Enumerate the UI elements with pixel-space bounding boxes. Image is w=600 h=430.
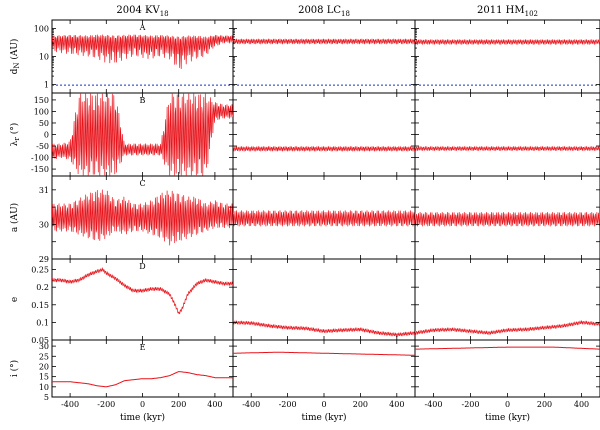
y-tick-label: 29 bbox=[39, 255, 49, 264]
x-axis-label: time (kyr) bbox=[301, 412, 346, 423]
series-c-2 bbox=[233, 210, 415, 227]
x-tick-label: 400 bbox=[389, 400, 404, 409]
x-tick-label: 0 bbox=[505, 400, 510, 409]
y-tick-label: 30 bbox=[39, 342, 49, 351]
series-line bbox=[233, 210, 415, 227]
panel-letter-b: B bbox=[140, 96, 146, 105]
series-line bbox=[415, 146, 600, 151]
y-axis-label-e: i (°) bbox=[9, 360, 20, 377]
y-tick-label: -100 bbox=[31, 154, 49, 163]
y-axis-label-b: λr (°) bbox=[9, 123, 21, 146]
series-line bbox=[233, 146, 415, 152]
column-title-1: 2004 KV18 bbox=[116, 5, 168, 18]
series-line bbox=[52, 189, 233, 246]
x-tick-label: 0 bbox=[321, 400, 326, 409]
y-tick-label: 20 bbox=[39, 362, 49, 371]
y-tick-label: 50 bbox=[39, 119, 49, 128]
series-a-3 bbox=[415, 39, 600, 45]
series-b-2 bbox=[233, 146, 415, 152]
series-d-2 bbox=[233, 320, 415, 337]
series-a-1 bbox=[52, 34, 233, 70]
series-e-2 bbox=[233, 351, 415, 356]
x-tick-label: 0 bbox=[140, 400, 145, 409]
x-axis-label: time (kyr) bbox=[485, 412, 530, 423]
column-title-3: 2011 HM102 bbox=[477, 5, 538, 18]
x-axis-label: time (kyr) bbox=[120, 412, 165, 423]
y-tick-label: 31 bbox=[39, 186, 49, 195]
y-tick-label: 30 bbox=[39, 220, 49, 229]
y-tick-label: 1 bbox=[44, 81, 49, 90]
y-tick-label: 100 bbox=[34, 24, 49, 33]
y-tick-label: 0.15 bbox=[31, 301, 49, 310]
y-tick-label: 150 bbox=[34, 96, 49, 105]
y-tick-label: 0 bbox=[44, 131, 49, 140]
series-b-1 bbox=[52, 93, 233, 176]
panel-letter-d: D bbox=[139, 262, 145, 271]
series-e-3 bbox=[415, 346, 600, 350]
x-tick-label: 400 bbox=[207, 400, 222, 409]
y-tick-label: 10 bbox=[39, 53, 49, 62]
panel-frames bbox=[51, 19, 600, 398]
series-d-1 bbox=[52, 267, 233, 315]
series-line bbox=[415, 211, 600, 227]
y-tick-label: 5 bbox=[44, 393, 49, 402]
series-line bbox=[415, 39, 600, 45]
x-tick-label: -200 bbox=[97, 400, 115, 409]
y-tick-label: 0.05 bbox=[31, 336, 49, 345]
panel-letter-a: A bbox=[139, 23, 146, 32]
series-line bbox=[52, 93, 233, 176]
column-title-2: 2008 LC18 bbox=[298, 5, 350, 18]
x-tick-label: -400 bbox=[425, 400, 443, 409]
y-tick-label: 0.25 bbox=[31, 266, 49, 275]
x-tick-label: -400 bbox=[242, 400, 260, 409]
series-line bbox=[52, 267, 233, 315]
series-line bbox=[233, 320, 415, 337]
series-line bbox=[52, 34, 233, 70]
series-line bbox=[233, 38, 415, 45]
series-b-3 bbox=[415, 146, 600, 151]
axes-ticks: 110100-150-100-500501001502930310.050.10… bbox=[31, 19, 600, 409]
series-a-2 bbox=[233, 38, 415, 45]
y-tick-label: -50 bbox=[36, 142, 49, 151]
x-tick-label: -200 bbox=[462, 400, 480, 409]
y-tick-label: 10 bbox=[39, 383, 49, 392]
series-line bbox=[52, 371, 233, 388]
x-tick-label: 400 bbox=[574, 400, 589, 409]
series-e-1 bbox=[52, 371, 233, 388]
x-tick-label: -400 bbox=[61, 400, 79, 409]
y-tick-label: 0.2 bbox=[36, 283, 49, 292]
series-d-3 bbox=[415, 320, 600, 336]
series-line bbox=[415, 320, 600, 336]
y-axis-label-c: a (AU) bbox=[9, 203, 20, 232]
y-tick-label: 15 bbox=[39, 373, 49, 382]
series-line bbox=[415, 346, 600, 350]
series-c-1 bbox=[52, 189, 233, 246]
y-axis-label-d: e bbox=[10, 297, 20, 302]
x-tick-label: 200 bbox=[537, 400, 552, 409]
panel-letter-c: C bbox=[139, 179, 145, 188]
y-axis-label-a: dN (AU) bbox=[9, 39, 21, 75]
series-line bbox=[233, 351, 415, 356]
column-titles: 2004 KV18 2008 LC18 2011 HM102 bbox=[116, 5, 538, 18]
x-tick-label: 200 bbox=[171, 400, 186, 409]
series-c-3 bbox=[415, 211, 600, 227]
x-tick-label: -200 bbox=[279, 400, 297, 409]
y-tick-label: 25 bbox=[39, 352, 49, 361]
plot-series bbox=[52, 34, 600, 388]
x-tick-label: 200 bbox=[353, 400, 368, 409]
y-tick-label: 100 bbox=[34, 107, 49, 116]
y-tick-label: 0.1 bbox=[36, 318, 49, 327]
panel-letter-e: E bbox=[140, 343, 146, 352]
y-tick-label: -150 bbox=[31, 165, 49, 174]
